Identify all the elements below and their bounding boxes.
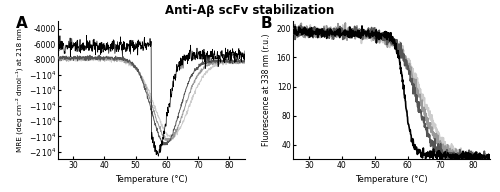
- X-axis label: Temperature (°C): Temperature (°C): [355, 175, 428, 184]
- Text: B: B: [261, 16, 272, 31]
- Text: Anti-Aβ scFv stabilization: Anti-Aβ scFv stabilization: [166, 4, 334, 17]
- Y-axis label: MRE (deg cm⁻² dmol⁻¹) at 218 nm: MRE (deg cm⁻² dmol⁻¹) at 218 nm: [16, 28, 23, 152]
- Text: A: A: [16, 16, 28, 31]
- Y-axis label: Fluorescence at 338 nm (r.u.): Fluorescence at 338 nm (r.u.): [262, 34, 271, 146]
- X-axis label: Temperature (°C): Temperature (°C): [115, 175, 188, 184]
